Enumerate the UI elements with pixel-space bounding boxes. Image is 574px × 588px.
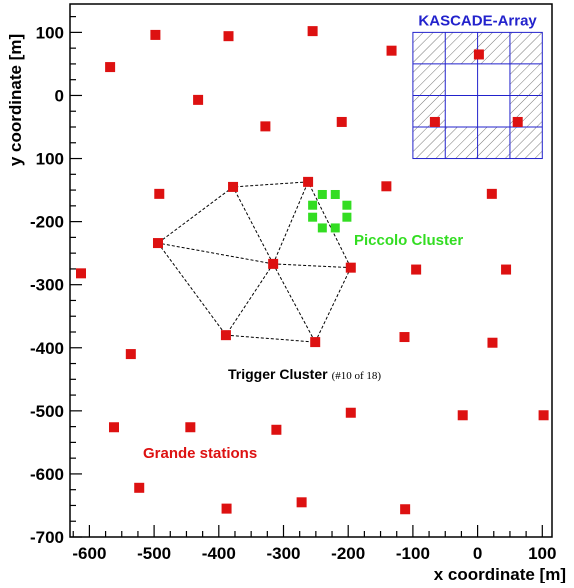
grande-station-marker bbox=[150, 29, 161, 40]
trigger-cluster-title: Trigger Cluster bbox=[228, 366, 328, 382]
grande-station-marker bbox=[105, 62, 116, 73]
grande-station-marker bbox=[303, 176, 314, 187]
piccolo-stations bbox=[308, 189, 352, 233]
y-axis-ticks: 100 0 100 -200 -300 -400 -500 -600 -700 bbox=[30, 16, 82, 547]
y-tick-label: -200 bbox=[30, 213, 64, 232]
y-tick-label: -500 bbox=[30, 402, 64, 421]
y-tick-label: 100 bbox=[36, 150, 64, 169]
x-tick-label: -500 bbox=[137, 544, 171, 563]
trigger-cluster-note: (#10 of 18) bbox=[332, 370, 382, 382]
grande-station-marker bbox=[386, 45, 397, 56]
piccolo-station-marker bbox=[317, 223, 327, 233]
grande-station-marker bbox=[134, 482, 145, 493]
trigger-cluster-spoke bbox=[272, 181, 309, 265]
grande-station-marker bbox=[223, 31, 234, 42]
y-tick-label: -600 bbox=[30, 465, 64, 484]
plot-frame bbox=[69, 3, 553, 538]
grande-station-marker bbox=[185, 422, 196, 433]
x-axis-ticks: -600 -500 -400 -300 -200 -100 0 100 bbox=[72, 525, 556, 563]
grande-stations-label: Grande stations bbox=[143, 445, 257, 462]
piccolo-station-marker bbox=[308, 212, 318, 222]
grande-station-marker bbox=[108, 422, 119, 433]
y-tick-label: 0 bbox=[55, 86, 64, 105]
x-tick-label: 0 bbox=[473, 544, 482, 563]
grande-station-marker bbox=[429, 116, 440, 127]
trigger-cluster-edge bbox=[233, 181, 309, 188]
x-tick-label: -300 bbox=[266, 544, 300, 563]
grande-station-marker bbox=[473, 49, 484, 60]
trigger-cluster-lines bbox=[157, 181, 352, 343]
piccolo-cluster-label: Piccolo Cluster bbox=[354, 232, 463, 249]
piccolo-station-marker bbox=[342, 212, 352, 222]
trigger-cluster-spoke bbox=[232, 186, 274, 265]
grande-station-marker bbox=[336, 116, 347, 127]
grande-station-marker bbox=[345, 407, 356, 418]
grande-station-marker bbox=[193, 94, 204, 105]
grande-station-marker bbox=[381, 181, 392, 192]
y-axis-title: y coordinate [m] bbox=[6, 34, 25, 166]
piccolo-station-marker bbox=[317, 189, 327, 199]
trigger-cluster-edge bbox=[157, 242, 227, 336]
kascade-grid bbox=[412, 32, 543, 159]
x-tick-label: -200 bbox=[331, 544, 365, 563]
grande-stations bbox=[75, 26, 549, 515]
piccolo-station-marker bbox=[330, 223, 340, 233]
grande-station-marker bbox=[152, 238, 163, 249]
grande-station-marker bbox=[400, 504, 411, 515]
grande-station-marker bbox=[411, 264, 422, 275]
grande-station-marker bbox=[271, 424, 282, 435]
grande-station-marker bbox=[310, 337, 321, 348]
grande-station-marker bbox=[221, 503, 232, 514]
trigger-cluster-edge bbox=[307, 181, 352, 268]
grande-station-marker bbox=[345, 262, 356, 273]
grande-station-marker bbox=[512, 116, 523, 127]
grande-station-marker bbox=[75, 268, 86, 279]
trigger-cluster-spoke bbox=[272, 263, 316, 343]
piccolo-station-marker bbox=[330, 189, 340, 199]
y-tick-label: -400 bbox=[30, 339, 64, 358]
grande-station-marker bbox=[296, 497, 307, 508]
trigger-cluster-label: Trigger Cluster (#10 of 18) bbox=[228, 366, 381, 382]
grande-station-marker bbox=[538, 410, 549, 421]
piccolo-station-marker bbox=[308, 200, 318, 210]
piccolo-station-marker bbox=[342, 200, 352, 210]
grande-station-marker bbox=[268, 258, 279, 269]
trigger-cluster-spoke bbox=[157, 242, 274, 265]
grande-station-marker bbox=[154, 188, 165, 199]
trigger-cluster-spoke bbox=[225, 263, 274, 336]
grande-station-marker bbox=[501, 264, 512, 275]
x-tick-label: -600 bbox=[72, 544, 106, 563]
y-tick-label: -300 bbox=[30, 276, 64, 295]
grande-station-marker bbox=[220, 330, 231, 341]
grande-station-marker bbox=[260, 121, 271, 132]
grande-station-marker bbox=[457, 410, 468, 421]
x-tick-label: -400 bbox=[202, 544, 236, 563]
trigger-cluster-edge bbox=[225, 334, 316, 343]
grande-station-marker bbox=[487, 337, 498, 348]
grande-station-marker bbox=[125, 349, 136, 360]
x-tick-label: -100 bbox=[396, 544, 430, 563]
y-tick-label: 100 bbox=[36, 23, 64, 42]
grande-station-marker bbox=[307, 26, 318, 37]
grande-station-marker bbox=[399, 332, 410, 343]
kascade-array: KASCADE-Array bbox=[412, 12, 543, 160]
trigger-cluster-spoke bbox=[273, 263, 351, 269]
grande-station-marker bbox=[486, 188, 497, 199]
trigger-cluster-edge bbox=[157, 186, 234, 244]
kascade-array-label: KASCADE-Array bbox=[418, 12, 537, 29]
trigger-cluster-edge bbox=[314, 267, 352, 343]
x-tick-label: 100 bbox=[528, 544, 556, 563]
grande-station-marker bbox=[228, 181, 239, 192]
x-axis-title: x coordinate [m] bbox=[434, 565, 566, 583]
y-tick-label: -700 bbox=[30, 528, 64, 547]
